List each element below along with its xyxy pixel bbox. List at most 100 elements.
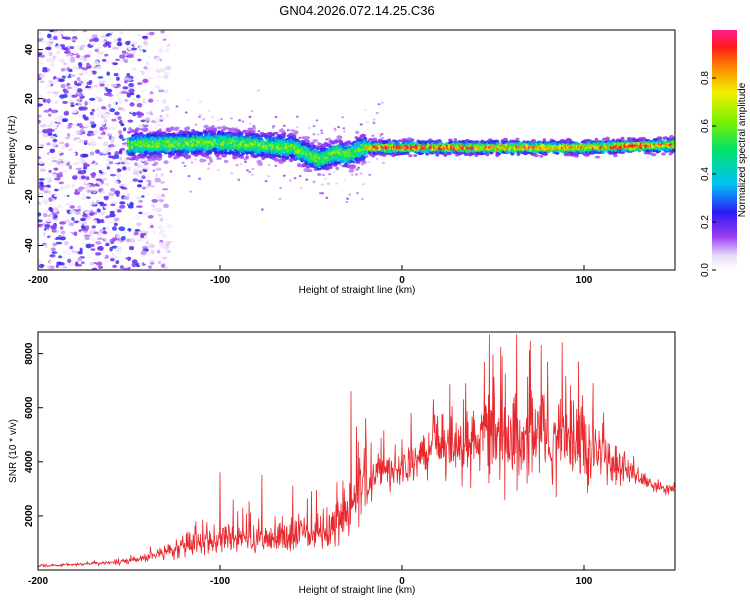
heatmap-cell: [85, 89, 92, 94]
heatmap-cell: [45, 177, 53, 181]
heatmap-cell: [137, 36, 143, 41]
heatmap-cell: [101, 154, 106, 158]
heatmap-cell: [76, 76, 81, 82]
heatmap-cell: [38, 93, 42, 98]
heatmap-cell: [103, 112, 107, 117]
heatmap-cell: [293, 130, 299, 135]
heatmap-cell: [39, 80, 45, 83]
heatmap-cell: [45, 218, 52, 223]
heatmap-cell: [382, 161, 385, 164]
heatmap-cell: [81, 133, 88, 138]
heatmap-cell: [151, 95, 158, 100]
heatmap-cell: [74, 211, 81, 215]
heatmap-cell: [43, 201, 50, 205]
heatmap-cell: [95, 178, 103, 182]
heatmap-cell: [152, 169, 156, 172]
heatmap-cell: [75, 188, 82, 193]
heatmap-cell: [91, 108, 95, 112]
heatmap-cell: [133, 168, 140, 172]
heatmap-cell: [155, 76, 161, 80]
heatmap-cell: [149, 91, 154, 95]
heatmap-cell: [77, 62, 83, 67]
heatmap-cell: [87, 168, 92, 172]
heatmap-cell: [41, 171, 46, 176]
heatmap-cell: [359, 123, 363, 126]
heatmap-cell: [312, 133, 316, 136]
heatmap-cell: [75, 138, 80, 142]
heatmap-cell: [160, 30, 165, 34]
heatmap-cell: [69, 205, 75, 209]
heatmap-cell: [41, 209, 48, 214]
heatmap-cell: [79, 80, 84, 84]
heatmap-cell: [99, 126, 104, 132]
heatmap-cell: [52, 91, 59, 95]
heatmap-cell: [56, 54, 62, 58]
heatmap-cell: [81, 196, 88, 200]
heatmap-cell: [104, 205, 111, 209]
heatmap-cell: [131, 219, 138, 224]
heatmap-cell: [305, 178, 309, 181]
heatmap-cell: [161, 109, 165, 112]
heatmap-cell: [113, 52, 119, 56]
heatmap-cell: [216, 126, 222, 130]
heatmap-cell: [91, 267, 98, 270]
heatmap-cell: [102, 227, 106, 230]
heatmap-cell: [82, 82, 87, 87]
heatmap-cell: [58, 58, 66, 63]
heatmap-cell: [40, 117, 46, 123]
heatmap-cell: [515, 137, 520, 141]
heatmap-cell: [251, 167, 255, 171]
heatmap-cell: [68, 122, 74, 126]
heatmap-cell: [128, 83, 135, 88]
heatmap-cell: [102, 172, 108, 176]
heatmap-cell: [80, 261, 85, 265]
heatmap-cell: [312, 181, 315, 184]
heatmap-cell: [146, 68, 151, 73]
heatmap-cell: [44, 158, 52, 164]
heatmap-cell: [350, 173, 354, 176]
heatmap-cell: [45, 184, 52, 188]
heatmap-cell: [141, 175, 145, 179]
heatmap-cell: [362, 138, 368, 142]
heatmap-cell: [66, 86, 72, 90]
heatmap-cell: [60, 83, 66, 89]
heatmap-cell: [157, 153, 163, 158]
heatmap-cell: [39, 186, 45, 190]
heatmap-cell: [67, 106, 73, 112]
heatmap-cell: [48, 152, 54, 156]
heatmap-cell: [84, 210, 91, 215]
heatmap-cell: [272, 131, 278, 135]
heatmap-cell: [141, 68, 148, 72]
heatmap-cell: [96, 68, 102, 74]
heatmap-cell: [100, 87, 106, 93]
heatmap-cell: [51, 228, 57, 233]
heatmap-cell: [257, 130, 261, 133]
heatmap-cell: [158, 58, 163, 62]
heatmap-cell: [138, 211, 143, 215]
heatmap-cell: [154, 79, 161, 84]
heatmap-cell: [74, 165, 81, 169]
heatmap-cell: [108, 192, 112, 197]
heatmap-cell: [39, 258, 45, 262]
heatmap-cell: [145, 230, 149, 234]
heatmap-cell: [244, 160, 247, 164]
heatmap-cell: [248, 122, 252, 125]
heatmap-cell: [45, 46, 52, 51]
heatmap-cell: [130, 230, 135, 236]
heatmap-cell: [54, 80, 59, 85]
heatmap-cell: [101, 190, 106, 195]
heatmap-cell: [52, 242, 58, 247]
heatmap-cell: [153, 35, 158, 39]
heatmap-cell: [58, 181, 64, 185]
heatmap-cell: [141, 186, 147, 190]
heatmap-cell: [69, 209, 77, 215]
heatmap-cell: [164, 248, 170, 253]
heatmap-cell: [121, 183, 128, 187]
heatmap-cell: [67, 232, 73, 238]
heatmap-cell: [116, 183, 122, 187]
heatmap-cell: [46, 82, 51, 87]
heatmap-cell: [286, 129, 290, 132]
heatmap-cell: [135, 127, 141, 131]
heatmap-cell: [72, 175, 78, 180]
